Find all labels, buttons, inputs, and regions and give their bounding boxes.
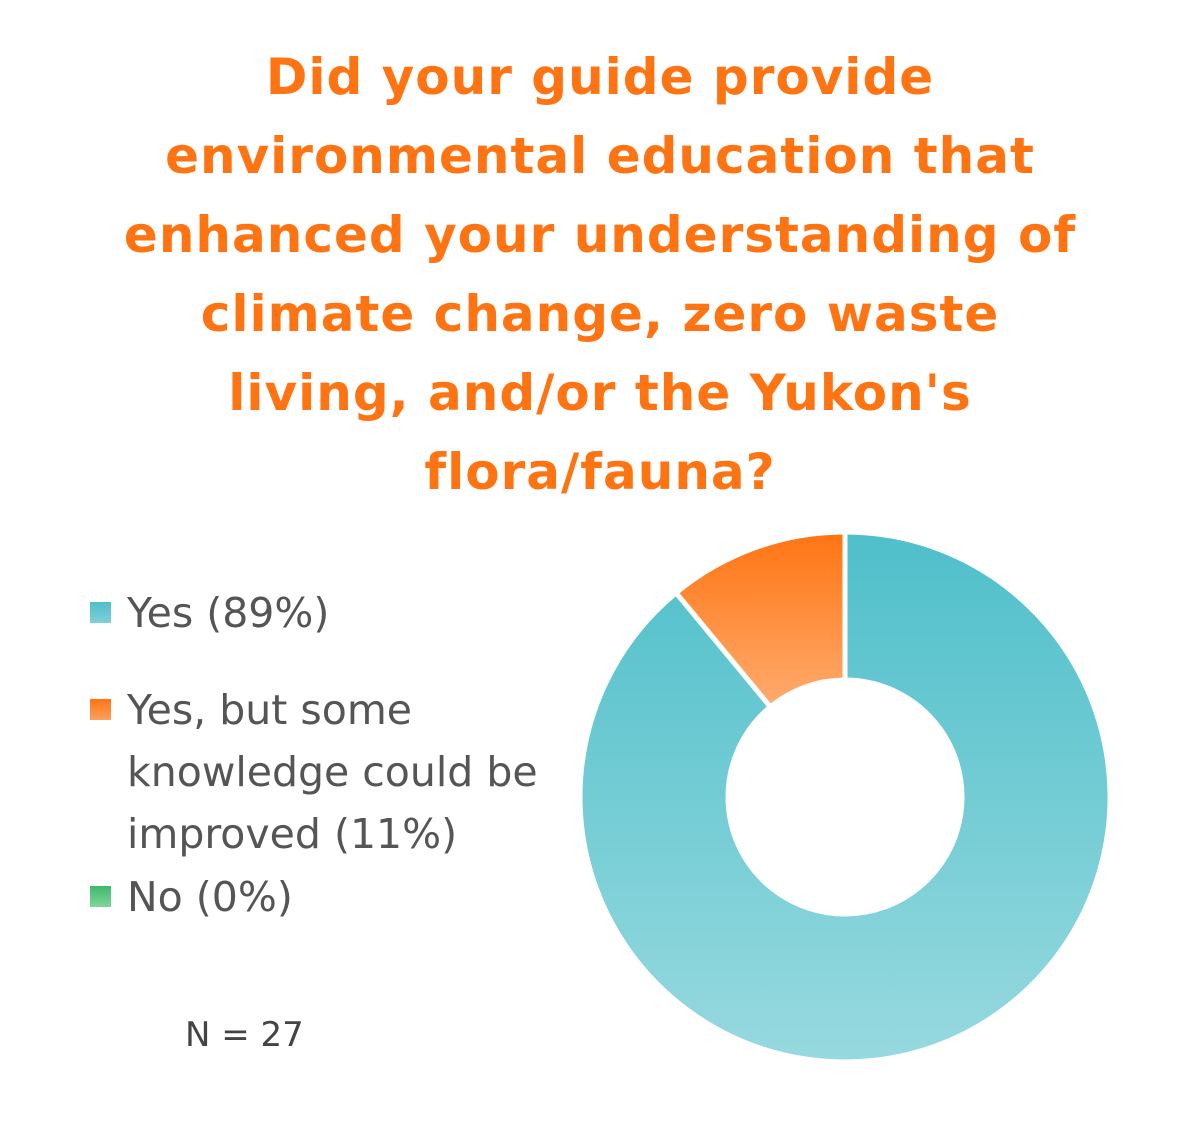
chart-title: Did your guide provide environmental edu… bbox=[60, 38, 1140, 512]
donut-slice-1 bbox=[672, 529, 848, 711]
title-line: flora/fauna? bbox=[424, 443, 776, 501]
legend-item-no: No (0%) bbox=[90, 866, 567, 928]
legend-item-yes-but: Yes, but some knowledge could be improve… bbox=[90, 679, 567, 865]
legend-label: No (0%) bbox=[127, 873, 293, 921]
title-line: enhanced your understanding of bbox=[123, 206, 1077, 264]
legend-swatch bbox=[90, 699, 111, 720]
legend-swatch bbox=[90, 886, 111, 907]
title-line: Did your guide provide bbox=[265, 48, 935, 106]
legend-label: Yes, but some knowledge could be improve… bbox=[127, 686, 538, 858]
legend-item-yes: Yes (89%) bbox=[90, 582, 567, 644]
donut-slice-0 bbox=[577, 529, 1113, 1065]
legend-label: Yes (89%) bbox=[127, 589, 330, 637]
sample-size: N = 27 bbox=[185, 1015, 304, 1055]
title-line: climate change, zero waste bbox=[200, 285, 1000, 343]
legend-swatch bbox=[90, 602, 111, 623]
title-line: environmental education that bbox=[165, 127, 1035, 185]
title-line: living, and/or the Yukon's bbox=[228, 364, 972, 422]
